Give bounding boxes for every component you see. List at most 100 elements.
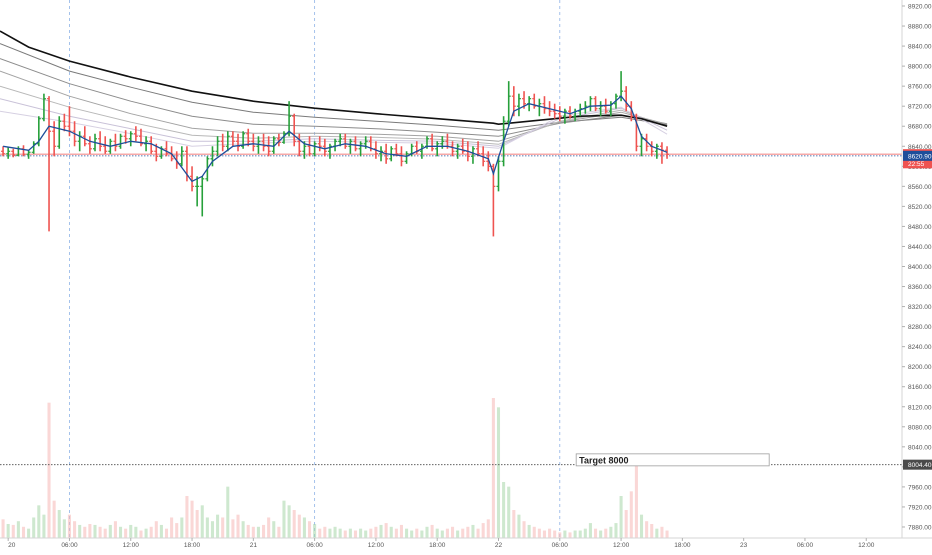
x-tick-label: 12:00 <box>368 542 385 549</box>
volume-bar <box>364 530 368 538</box>
volume-bar <box>246 524 250 538</box>
volume-bar <box>134 526 138 538</box>
volume-bar <box>420 530 424 538</box>
volume-bar <box>267 517 271 538</box>
x-tick-label: 21 <box>250 542 258 549</box>
volume-bar <box>568 532 572 538</box>
x-tick-label: 12:00 <box>858 542 875 549</box>
annotation-text: Target 8000 <box>579 455 628 465</box>
volume-bar <box>83 526 87 538</box>
volume-bar <box>287 505 291 538</box>
volume-bar <box>440 530 444 538</box>
volume-bar <box>451 526 455 538</box>
volume-bar <box>588 523 592 538</box>
y-tick-label: 8120.00 <box>908 404 932 411</box>
volume-bar <box>37 505 41 538</box>
price-tag-box <box>903 459 932 470</box>
volume-bar <box>410 530 414 538</box>
y-tick-label: 8800.00 <box>908 64 932 71</box>
volume-bar <box>251 526 255 538</box>
volume-bar <box>52 500 56 538</box>
volume-bar <box>6 524 10 538</box>
volume-bar <box>297 514 301 538</box>
volume-bar <box>594 528 598 538</box>
y-tick-label: 7960.00 <box>908 484 932 491</box>
volume-bar <box>210 521 215 538</box>
y-tick-label: 8640.00 <box>908 144 932 151</box>
volume-bar <box>553 530 557 538</box>
volume-bar <box>456 530 460 538</box>
x-tick-label: 23 <box>740 542 748 549</box>
volume-bar <box>491 398 495 538</box>
volume-bar <box>231 519 235 538</box>
x-tick-label: 06:00 <box>306 542 323 549</box>
volume-bar <box>323 526 327 538</box>
y-tick-label: 8520.00 <box>908 204 932 211</box>
volume-bar <box>548 528 552 538</box>
volume-bar <box>236 514 240 538</box>
volume-bar <box>379 524 383 538</box>
volume-bar <box>338 528 342 538</box>
price-tag-box <box>903 158 932 169</box>
x-tick-label: 12:00 <box>123 542 140 549</box>
volume-bar <box>517 514 521 538</box>
volume-bar <box>129 524 133 538</box>
volume-bar <box>185 496 189 538</box>
volume-bar <box>624 510 628 538</box>
volume-bar <box>113 521 117 538</box>
volume-bar <box>466 526 470 538</box>
volume-bar <box>604 528 608 538</box>
volume-bar <box>16 521 20 538</box>
volume-bar <box>399 524 403 538</box>
volume-bar <box>282 500 286 538</box>
volume-bar <box>343 530 347 538</box>
y-tick-label: 8840.00 <box>908 44 932 51</box>
volume-bar <box>195 510 199 538</box>
ema-fast-line <box>2 95 668 183</box>
volume-bar <box>108 524 112 538</box>
price-tag-label: 8004.40 <box>908 462 932 469</box>
volume-bar <box>124 528 128 538</box>
x-tick-label: 06:00 <box>552 542 569 549</box>
ema-ribbon-line <box>0 70 668 142</box>
y-tick-label: 8240.00 <box>908 344 932 351</box>
volume-bar <box>486 519 490 538</box>
ema-ribbon-line <box>0 58 668 137</box>
volume-bar <box>164 528 169 538</box>
volume-bar <box>62 519 66 538</box>
y-tick-label: 8720.00 <box>908 104 932 111</box>
x-tick-label: 18:00 <box>674 542 691 549</box>
volume-bar <box>221 517 225 538</box>
y-tick-label: 8320.00 <box>908 304 932 311</box>
volume-bar <box>445 528 449 538</box>
volume-bar <box>614 523 618 538</box>
volume-bar <box>318 528 322 538</box>
price-tag-label: 8620.90 <box>908 153 932 160</box>
y-tick-label: 8560.00 <box>908 184 932 191</box>
y-tick-label: 8280.00 <box>908 324 932 331</box>
volume-bar <box>241 521 245 538</box>
volume-bar <box>27 528 31 538</box>
x-tick-label: 22 <box>495 542 503 549</box>
volume-bar <box>650 524 654 538</box>
volume-bar <box>154 521 158 538</box>
annotation-box <box>575 453 770 467</box>
volume-bar <box>476 528 480 538</box>
x-tick-label: 18:00 <box>184 542 201 549</box>
x-tick-label: 06:00 <box>797 542 814 549</box>
volume-bar <box>57 510 61 538</box>
volume-bar <box>645 521 649 538</box>
volume-bar <box>190 500 194 538</box>
volume-bar <box>558 532 562 538</box>
volume-bar <box>313 524 317 538</box>
volume-bar <box>435 528 439 538</box>
x-tick-label: 06:00 <box>61 542 78 549</box>
volume-bar <box>180 517 184 538</box>
volume-bar <box>272 521 276 538</box>
volume-bar <box>307 521 312 538</box>
volume-bar <box>599 530 603 538</box>
y-tick-label: 8920.00 <box>908 4 932 11</box>
y-tick-label: 8360.00 <box>908 284 932 291</box>
